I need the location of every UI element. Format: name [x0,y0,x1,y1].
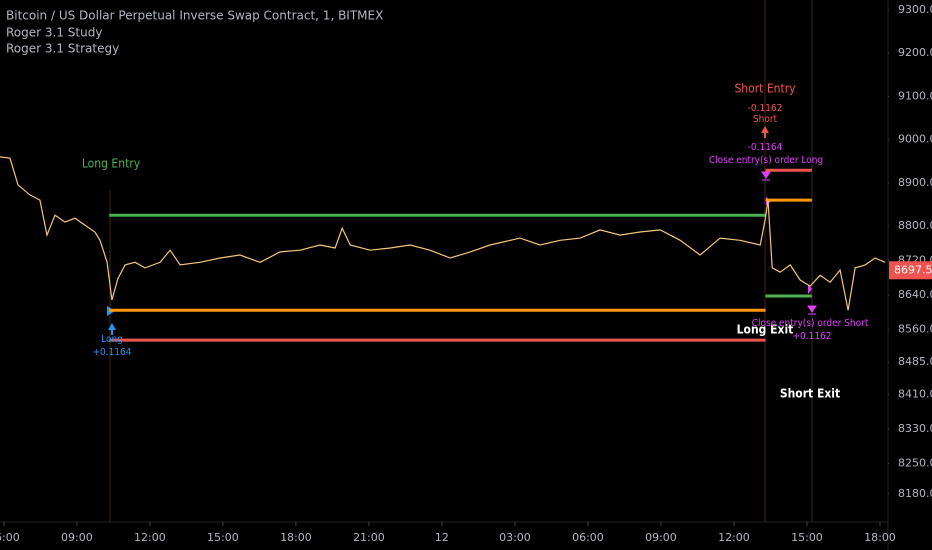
indicator-label: Roger 3.1 Study [6,26,102,40]
y-tick-label: 8800.0 [898,219,932,232]
annotation: Long [101,334,123,345]
x-tick-label: 12:00 [134,531,166,544]
x-tick-label: 09:00 [61,531,93,544]
annotation: Short Exit [780,387,840,401]
x-tick-label: 18:00 [864,531,896,544]
x-tick-label: 06:00 [572,531,604,544]
annotation: +0.1164 [92,347,131,358]
y-tick-label: 9000.0 [898,133,932,146]
annotation: Long Entry [82,157,141,171]
indicator-label: Roger 3.1 Strategy [6,42,119,56]
y-tick-label: 8900.0 [898,176,932,189]
x-tick-label: 15:00 [791,531,823,544]
last-price-tag [889,261,932,280]
price-line [0,156,886,311]
last-price-label: 8697.5 [894,263,932,276]
y-tick-label: 8330.0 [898,422,932,435]
arrow [807,305,817,315]
price-axis-panel [889,0,932,522]
annotation: Close entry(s) order Short [752,318,869,329]
annotation: Short [753,114,778,125]
y-tick-label: 8250.0 [898,457,932,470]
y-tick-label: 8485.0 [898,355,932,368]
x-tick-label: 21:00 [353,531,385,544]
y-tick-label: 9300.0 [898,3,932,16]
annotation: -0.1162 [748,103,783,114]
y-tick-label: 9200.0 [898,46,932,59]
annotation: -0.1164 [748,142,783,153]
y-tick-label: 8180.0 [898,487,932,500]
annotation: Close entry(s) order Long [709,155,823,166]
arrow [761,171,771,181]
arrow [808,284,812,294]
x-tick-label: 12 [435,531,449,544]
arrow [761,126,769,138]
y-tick-label: 8410.0 [898,388,932,401]
x-tick-label: 18:00 [280,531,312,544]
chart-title: Bitcoin / US Dollar Perpetual Inverse Sw… [6,9,383,23]
x-tick-label: 12:00 [718,531,750,544]
x-tick-label: 06:00 [0,531,20,544]
y-tick-label: 9100.0 [898,89,932,102]
arrow [108,323,116,335]
y-tick-label: 8640.0 [898,288,932,301]
annotation: +0.1162 [792,331,831,342]
y-tick-label: 8560.0 [898,323,932,336]
annotation: Short Entry [734,82,796,96]
x-tick-label: 03:00 [499,531,531,544]
annotation: Long Exit [737,323,794,337]
x-tick-label: 15:00 [207,531,239,544]
x-tick-label: 09:00 [645,531,677,544]
